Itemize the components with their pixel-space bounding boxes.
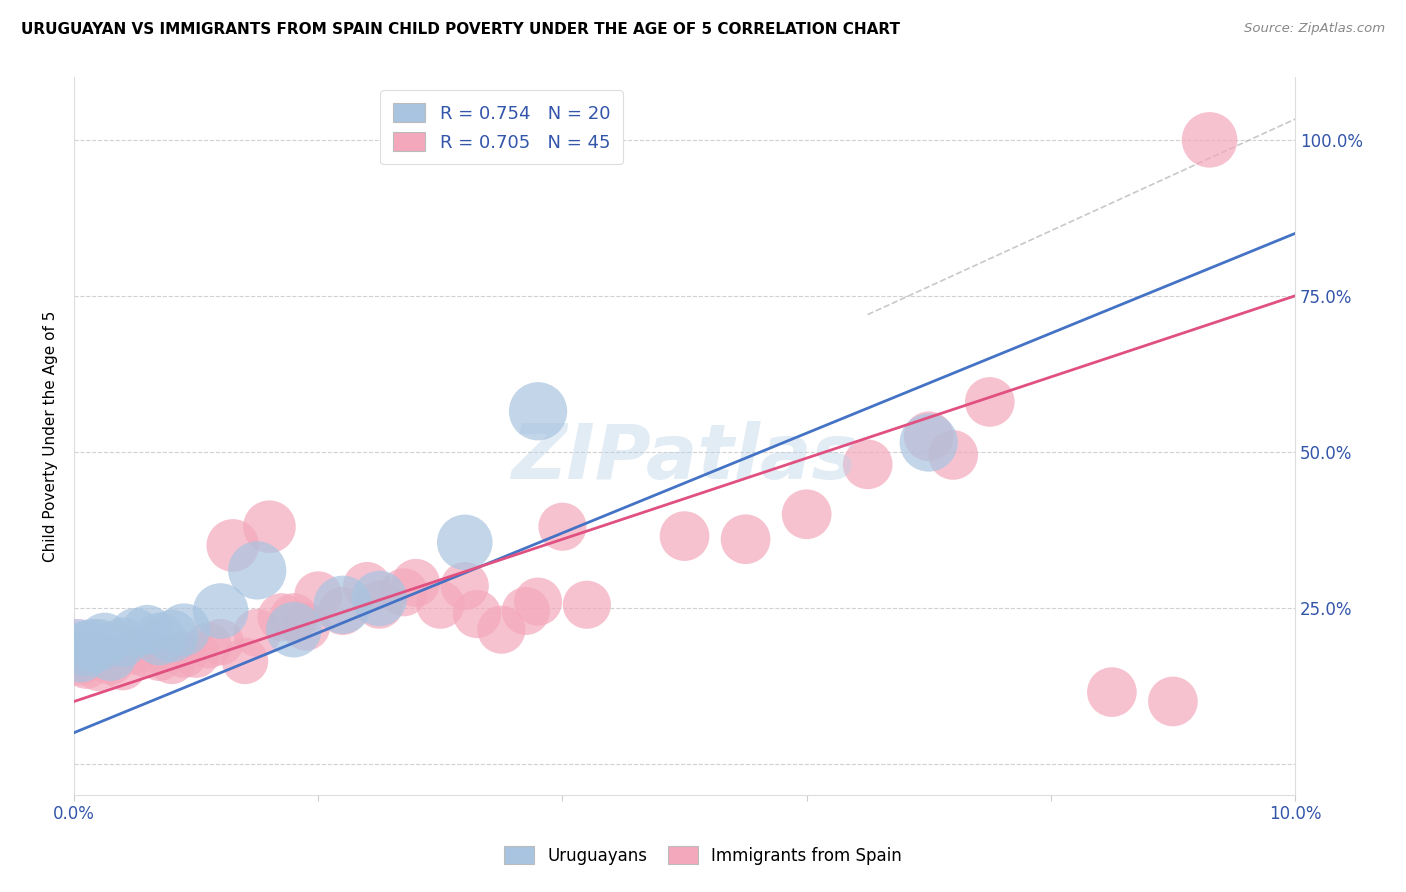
Point <box>1101 685 1123 699</box>
Point <box>197 638 219 652</box>
Point <box>111 635 134 649</box>
Point <box>111 660 134 674</box>
Point <box>148 650 170 665</box>
Point <box>368 591 391 606</box>
Point <box>209 604 232 618</box>
Point <box>222 538 245 552</box>
Point <box>283 610 305 624</box>
Point <box>246 625 269 640</box>
Point <box>575 598 598 612</box>
Point <box>100 648 122 662</box>
Point <box>551 520 574 534</box>
Point <box>368 598 391 612</box>
Point <box>332 604 354 618</box>
Point <box>515 604 537 618</box>
Point <box>69 648 91 662</box>
Point <box>186 648 208 662</box>
Point <box>454 579 477 593</box>
Point <box>796 508 818 522</box>
Point <box>307 588 329 602</box>
Point <box>295 619 318 633</box>
Y-axis label: Child Poverty Under the Age of 5: Child Poverty Under the Age of 5 <box>44 310 58 562</box>
Point <box>283 623 305 637</box>
Point <box>124 625 146 640</box>
Point <box>69 654 91 668</box>
Point <box>856 458 879 472</box>
Point <box>136 623 159 637</box>
Point <box>491 623 513 637</box>
Point <box>918 435 941 450</box>
Text: ZIPatlas: ZIPatlas <box>512 421 858 495</box>
Point <box>160 654 183 668</box>
Point <box>454 535 477 549</box>
Point <box>332 598 354 612</box>
Point <box>270 610 292 624</box>
Legend: Uruguayans, Immigrants from Spain: Uruguayans, Immigrants from Spain <box>495 836 911 875</box>
Point <box>527 404 550 418</box>
Point <box>392 585 415 599</box>
Point <box>87 660 110 674</box>
Point <box>942 448 965 462</box>
Point <box>173 648 195 662</box>
Text: Source: ZipAtlas.com: Source: ZipAtlas.com <box>1244 22 1385 36</box>
Point <box>246 563 269 577</box>
Point <box>100 654 122 668</box>
Point <box>429 598 451 612</box>
Point <box>93 632 115 646</box>
Point <box>87 638 110 652</box>
Point <box>918 429 941 443</box>
Text: URUGUAYAN VS IMMIGRANTS FROM SPAIN CHILD POVERTY UNDER THE AGE OF 5 CORRELATION : URUGUAYAN VS IMMIGRANTS FROM SPAIN CHILD… <box>21 22 900 37</box>
Point <box>527 594 550 608</box>
Point <box>209 635 232 649</box>
Point <box>1161 694 1184 708</box>
Point <box>82 648 104 662</box>
Point <box>233 654 256 668</box>
Point <box>136 648 159 662</box>
Point <box>160 629 183 643</box>
Point <box>75 657 97 671</box>
Point <box>1198 133 1220 147</box>
Point <box>734 533 756 547</box>
Point <box>356 579 378 593</box>
Legend: R = 0.754   N = 20, R = 0.705   N = 45: R = 0.754 N = 20, R = 0.705 N = 45 <box>380 90 623 164</box>
Point <box>148 632 170 646</box>
Point <box>173 623 195 637</box>
Point <box>405 575 427 590</box>
Point <box>259 520 281 534</box>
Point <box>979 395 1001 409</box>
Point <box>82 638 104 652</box>
Point <box>75 641 97 656</box>
Point <box>124 644 146 658</box>
Point <box>673 529 696 543</box>
Point <box>465 607 488 621</box>
Point <box>66 641 89 656</box>
